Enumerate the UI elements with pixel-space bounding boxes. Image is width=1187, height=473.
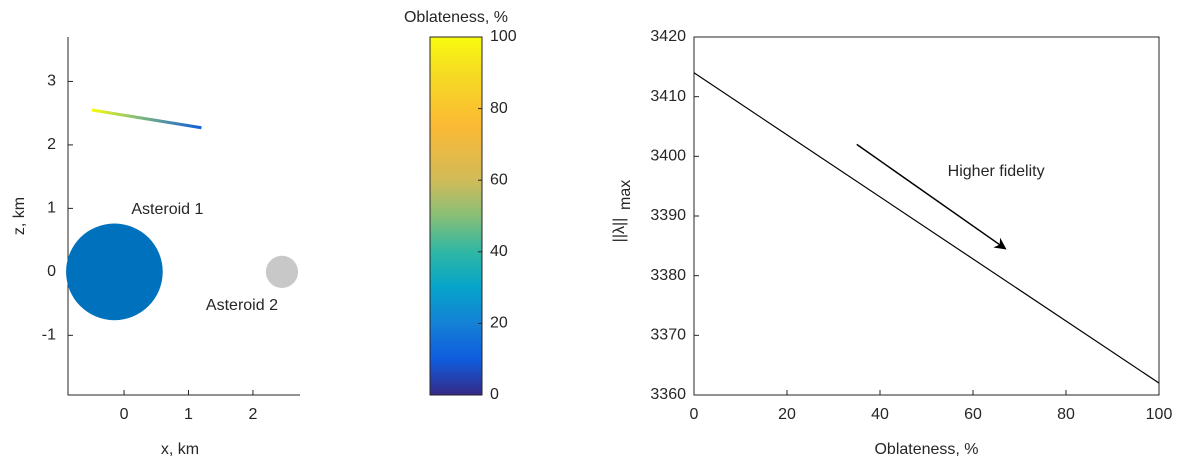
y-tick-label: 3410 xyxy=(650,88,686,105)
annotation-arrow xyxy=(856,143,1007,250)
asteroid xyxy=(265,255,299,288)
colorbar-tick-label: 80 xyxy=(490,100,508,117)
y-tick-label: 3380 xyxy=(650,267,686,284)
annotation-text: Higher fidelity xyxy=(948,163,1045,180)
colorbar-tick-label: 40 xyxy=(490,243,508,260)
colorbar-tick-label: 20 xyxy=(490,315,508,332)
axis-line xyxy=(67,37,300,396)
trajectory xyxy=(91,108,202,130)
colorbar-tick-label: 60 xyxy=(490,171,508,188)
y-axis-label: z, km xyxy=(11,197,28,235)
y-tick-label: 3390 xyxy=(650,207,686,224)
asteroid-label: Asteroid 2 xyxy=(206,297,278,314)
y-tick-label: 3400 xyxy=(650,148,686,165)
y-axis-label: ||λ|| xyxy=(611,218,628,243)
x-tick-label: 40 xyxy=(871,406,889,423)
x-tick-label: 0 xyxy=(120,406,129,423)
y-tick-label: 0 xyxy=(47,263,56,280)
asteroid-label: Asteroid 1 xyxy=(131,201,203,218)
x-tick-label: 2 xyxy=(249,406,258,423)
x-tick-label: 1 xyxy=(184,406,193,423)
x-axis-label: x, km xyxy=(161,441,199,458)
asteroid xyxy=(66,223,163,321)
y-tick-label: 3 xyxy=(47,73,56,90)
x-tick-label: 20 xyxy=(778,406,796,423)
y-tick-label: -1 xyxy=(42,327,56,344)
x-tick-label: 60 xyxy=(964,406,982,423)
y-tick-label: 1 xyxy=(47,200,56,217)
y-tick-label: 2 xyxy=(47,136,56,153)
y-axis-label-subscript: max xyxy=(617,180,634,210)
y-axis-label-group: ||λ|| max xyxy=(611,180,634,243)
y-tick-label: 3420 xyxy=(650,28,686,45)
axes-box xyxy=(693,36,1160,396)
x-tick-label: 80 xyxy=(1057,406,1075,423)
x-tick-label: 100 xyxy=(1146,406,1173,423)
y-tick-label: 3370 xyxy=(650,327,686,344)
x-axis-label: Oblateness, % xyxy=(874,441,978,458)
colorbar-tick-label: 0 xyxy=(490,386,499,403)
colorbar xyxy=(429,36,483,396)
colorbar-tick-label: 100 xyxy=(490,28,517,45)
x-tick-label: 0 xyxy=(690,406,699,423)
data-line xyxy=(693,72,1160,384)
colorbar-title: Oblateness, % xyxy=(404,9,508,26)
y-tick-label: 3360 xyxy=(650,386,686,403)
